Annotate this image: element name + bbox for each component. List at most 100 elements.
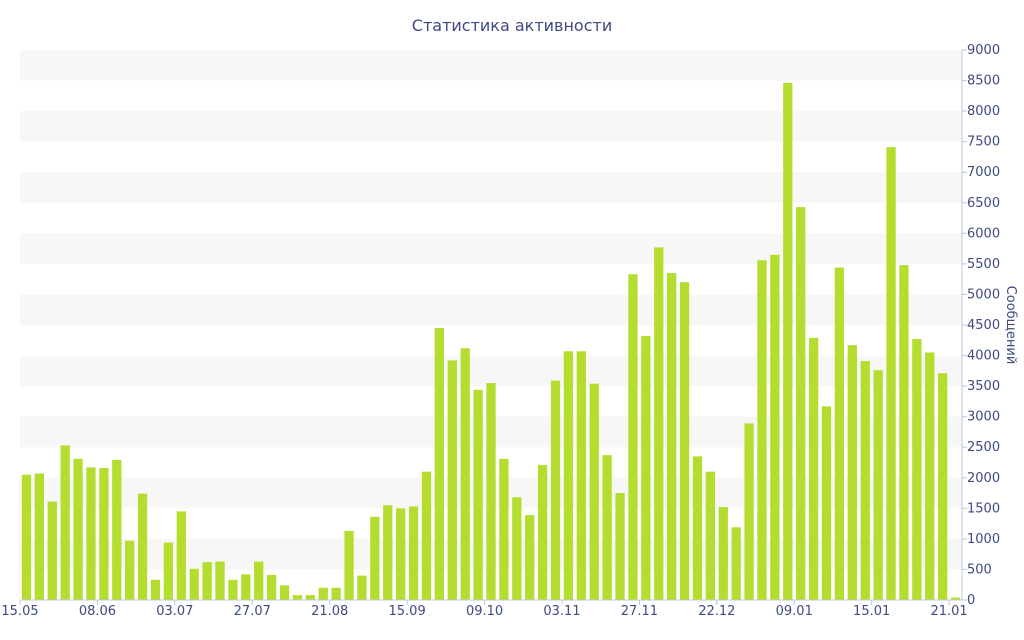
bar bbox=[860, 361, 870, 600]
bar bbox=[525, 515, 535, 600]
bar bbox=[34, 473, 45, 600]
grid-band bbox=[20, 172, 962, 203]
bar bbox=[86, 467, 96, 600]
bar bbox=[99, 468, 109, 600]
bar bbox=[254, 561, 264, 600]
bar bbox=[718, 507, 728, 600]
bar bbox=[176, 511, 186, 600]
bar bbox=[460, 348, 470, 600]
bar bbox=[654, 247, 664, 600]
bar bbox=[331, 587, 341, 600]
y-tick-label: 500 bbox=[967, 562, 992, 577]
bar bbox=[125, 540, 135, 600]
grid-band bbox=[20, 355, 962, 387]
bar bbox=[486, 383, 496, 600]
bars-group bbox=[21, 83, 961, 601]
y-tick-label: 1500 bbox=[967, 501, 1000, 516]
bar bbox=[266, 574, 277, 600]
bar bbox=[950, 597, 961, 600]
bar bbox=[925, 352, 935, 600]
bar bbox=[202, 562, 212, 600]
bar bbox=[641, 336, 651, 600]
x-tick-label: 03.07 bbox=[156, 604, 193, 619]
y-tick-label: 6500 bbox=[967, 196, 1000, 211]
bar bbox=[150, 579, 161, 600]
bar bbox=[899, 265, 909, 600]
bar bbox=[47, 501, 57, 600]
bar bbox=[421, 471, 432, 600]
bar bbox=[215, 561, 225, 600]
x-tick-label: 15.01 bbox=[853, 604, 890, 619]
y-tick-label: 2000 bbox=[967, 471, 1000, 486]
grid-band bbox=[20, 233, 962, 264]
bar bbox=[305, 595, 315, 600]
bar bbox=[408, 506, 419, 600]
bar bbox=[808, 337, 819, 600]
y-tick-label: 1000 bbox=[967, 532, 1000, 547]
bar bbox=[396, 508, 406, 600]
bar bbox=[563, 351, 574, 600]
x-tick-label: 09.01 bbox=[776, 604, 813, 619]
bar bbox=[550, 380, 561, 600]
y-tick-label: 3000 bbox=[967, 410, 1000, 425]
bar bbox=[731, 527, 741, 600]
x-tick-label: 21.01 bbox=[930, 604, 967, 619]
bar bbox=[137, 493, 148, 600]
x-tick-label: 27.07 bbox=[234, 604, 271, 619]
chart-title: Статистика активности bbox=[412, 16, 612, 35]
bar bbox=[757, 260, 767, 600]
bar bbox=[667, 273, 677, 600]
x-tick-label: 08.06 bbox=[79, 604, 116, 619]
bar bbox=[344, 530, 354, 600]
y-tick-label: 9000 bbox=[967, 43, 1000, 58]
grid-band bbox=[20, 50, 962, 81]
bar bbox=[383, 505, 393, 600]
bar bbox=[318, 587, 328, 600]
bar bbox=[615, 493, 625, 600]
bar bbox=[357, 575, 367, 600]
bar bbox=[434, 328, 445, 600]
bar bbox=[873, 370, 883, 600]
bar bbox=[73, 458, 83, 600]
x-tick-label: 27.11 bbox=[621, 604, 658, 619]
bar bbox=[499, 458, 509, 600]
bar bbox=[21, 474, 32, 600]
bar bbox=[370, 516, 380, 600]
bar bbox=[744, 423, 754, 600]
y-axis: 0 500 1000 1500 2000 2500 3000 3500 4000 4500 5000… bbox=[961, 43, 1000, 608]
y-tick-label: 7000 bbox=[967, 165, 1000, 180]
y-tick-label: 7500 bbox=[967, 135, 1000, 150]
bar bbox=[512, 497, 522, 600]
bar bbox=[112, 460, 122, 600]
bar bbox=[628, 274, 638, 600]
y-tick-label: 5500 bbox=[967, 257, 1000, 272]
bar bbox=[163, 542, 174, 600]
y-tick-label: 4500 bbox=[967, 318, 1000, 333]
y-tick-label: 3500 bbox=[967, 379, 1000, 394]
x-tick-label: 09.10 bbox=[466, 604, 503, 619]
bar bbox=[679, 282, 690, 600]
bar bbox=[937, 373, 948, 600]
bar bbox=[602, 455, 612, 600]
bar bbox=[692, 456, 703, 600]
bar bbox=[576, 351, 586, 600]
bar bbox=[189, 568, 199, 600]
grid-band bbox=[20, 111, 962, 142]
bar bbox=[847, 345, 857, 600]
y-tick-label: 8500 bbox=[967, 74, 1000, 89]
x-axis: 15.05 08.06 03.07 27.07 21.08 15.09 09.10 03.11… bbox=[1, 599, 968, 619]
y-tick-label: 8000 bbox=[967, 104, 1000, 119]
x-tick-label: 15.05 bbox=[1, 604, 38, 619]
bar bbox=[834, 267, 845, 600]
bar bbox=[228, 579, 238, 600]
bar bbox=[279, 585, 290, 600]
bar bbox=[537, 464, 548, 600]
y-tick-label: 4000 bbox=[967, 349, 1000, 364]
x-tick-label: 03.11 bbox=[543, 604, 580, 619]
bar bbox=[770, 254, 780, 600]
x-tick-label: 22.12 bbox=[698, 604, 735, 619]
bar bbox=[60, 445, 70, 600]
bar bbox=[821, 406, 832, 600]
